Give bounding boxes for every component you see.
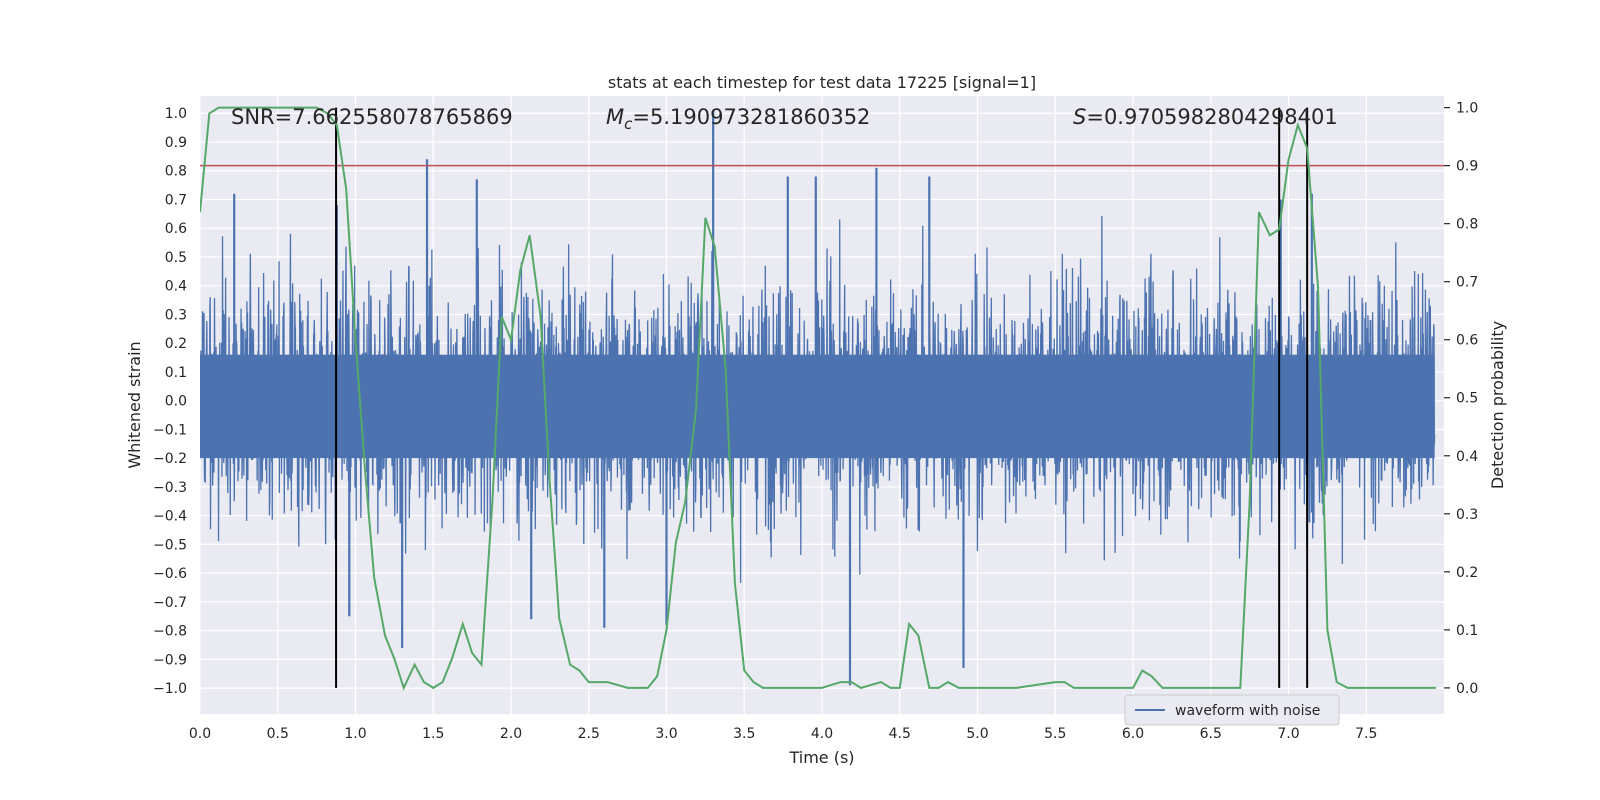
chirp-mass-symbol: M: [606, 105, 624, 129]
left-y-tick-label-7: 0.3: [165, 307, 187, 323]
right-y-tick-label-6: 0.4: [1456, 449, 1478, 465]
right-y-tick-label-9: 0.1: [1456, 623, 1478, 639]
score-value: =0.9705982804298401: [1086, 105, 1337, 129]
left-y-tick-label-12: −0.2: [153, 451, 187, 467]
x-axis-label: Time (s): [788, 748, 854, 767]
x-tick-label-10: 5.0: [966, 726, 988, 742]
left-y-tick-label-3: 0.7: [165, 192, 187, 208]
score-symbol: S: [1073, 105, 1086, 129]
right-y-tick-label-7: 0.3: [1456, 507, 1478, 523]
left-y-tick-label-11: −0.1: [153, 422, 187, 438]
chirp-mass-annotation: Mc=5.190973281860352: [606, 105, 870, 133]
left-y-tick-label-18: −0.8: [153, 624, 187, 640]
left-y-tick-label-15: −0.5: [153, 537, 187, 553]
x-tick-label-4: 2.0: [500, 726, 522, 742]
right-y-tick-label-2: 0.8: [1456, 217, 1478, 233]
x-tick-label-9: 4.5: [889, 726, 911, 742]
left-y-tick-label-1: 0.9: [165, 135, 187, 151]
left-y-tick-label-16: −0.6: [153, 566, 187, 582]
x-tick-label-14: 7.0: [1277, 726, 1299, 742]
x-tick-label-15: 7.5: [1355, 726, 1377, 742]
snr-annotation: SNR=7.662558078765869: [231, 105, 513, 129]
left-y-tick-label-13: −0.3: [153, 480, 187, 496]
chirp-mass-subscript: c: [624, 115, 633, 133]
left-y-tick-label-20: −1.0: [153, 681, 187, 697]
left-y-axis-label: Whitened strain: [125, 341, 144, 468]
left-y-tick-label-4: 0.6: [165, 221, 187, 237]
right-y-tick-label-3: 0.7: [1456, 275, 1478, 291]
left-y-tick-label-0: 1.0: [165, 106, 187, 122]
probability-series-line: [200, 106, 1437, 691]
right-y-tick-label-4: 0.6: [1456, 333, 1478, 349]
legend: waveform with noise: [1124, 694, 1340, 726]
left-y-tick-label-8: 0.2: [165, 336, 187, 352]
x-tick-label-8: 4.0: [811, 726, 833, 742]
left-y-tick-label-5: 0.5: [165, 250, 187, 266]
x-axis-ticks: 0.0 0.5 1.0 1.5 2.0 2.5 3.0 3.5 4.0 4.5 5.0 5.5 6.0 6…: [189, 726, 1378, 742]
left-y-axis-ticks: 1.0 0.9 0.8 0.7 0.6 0.5 0.4 0.3 0.2 0.1 0.0 −0.1 −0.…: [153, 106, 187, 697]
chirp-mass-value: =5.190973281860352: [632, 105, 870, 129]
right-y-tick-label-10: 0.0: [1456, 681, 1478, 697]
left-y-tick-label-2: 0.8: [165, 164, 187, 180]
score-annotation: S=0.9705982804298401: [1073, 105, 1338, 129]
x-tick-label-5: 2.5: [578, 726, 600, 742]
vertical-lines: [335, 107, 1309, 688]
right-y-tick-label-0: 1.0: [1456, 101, 1478, 117]
waveform-series: [200, 215, 1436, 583]
waveform-spikes: [233, 110, 1313, 686]
left-y-tick-label-19: −0.9: [153, 652, 187, 668]
x-tick-label-12: 6.0: [1122, 726, 1144, 742]
right-y-axis-label: Detection probability: [1488, 321, 1507, 489]
chart-title: stats at each timestep for test data 172…: [608, 73, 1036, 92]
left-y-tick-label-9: 0.1: [165, 365, 187, 381]
x-tick-label-1: 0.5: [267, 726, 289, 742]
waveform-core-band: [200, 354, 1435, 459]
legend-label-waveform: waveform with noise: [1175, 703, 1320, 719]
right-y-tick-label-1: 0.9: [1456, 159, 1478, 175]
plot-content: [200, 106, 1444, 691]
left-y-tick-label-10: 0.0: [165, 394, 187, 410]
right-y-tick-label-5: 0.5: [1456, 391, 1478, 407]
x-tick-label-11: 5.5: [1044, 726, 1066, 742]
x-tick-label-3: 1.5: [422, 726, 444, 742]
left-y-tick-label-6: 0.4: [165, 279, 187, 295]
x-tick-label-7: 3.5: [733, 726, 755, 742]
legend-box: [1124, 694, 1340, 726]
x-tick-label-0: 0.0: [189, 726, 211, 742]
x-tick-label-2: 1.0: [344, 726, 366, 742]
left-y-tick-label-14: −0.4: [153, 509, 187, 525]
right-y-tick-label-8: 0.2: [1456, 565, 1478, 581]
left-y-tick-label-17: −0.7: [153, 595, 187, 611]
right-y-axis-ticks: 1.0 0.9 0.8 0.7 0.6 0.5 0.4 0.3 0.2 0.1 0.0: [1444, 101, 1478, 697]
x-tick-label-6: 3.0: [655, 726, 677, 742]
x-tick-label-13: 6.5: [1200, 726, 1222, 742]
